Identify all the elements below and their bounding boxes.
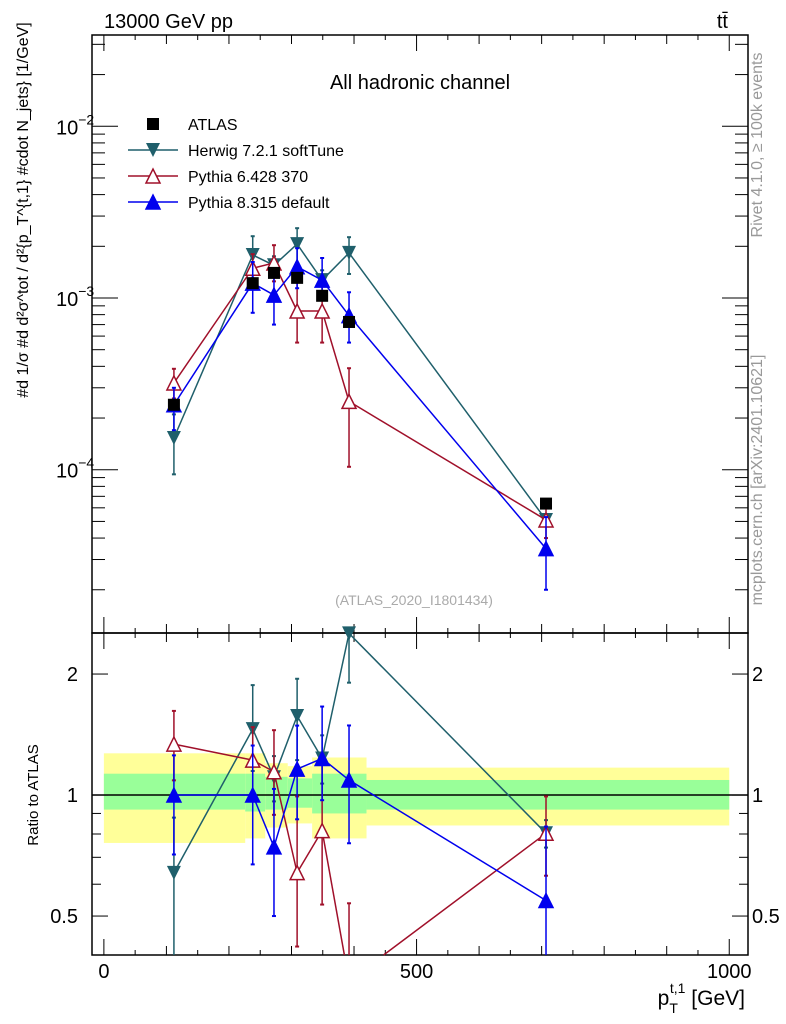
legend-item: Pythia 6.428 370 <box>128 167 308 186</box>
ratio-tick-label-right: 1 <box>752 785 763 807</box>
ratio-series-line <box>252 794 275 848</box>
ratio-series-line <box>173 743 253 761</box>
mcplots-label: mcplots.cern.ch [arXiv:2401.10621] <box>749 355 766 606</box>
x-tick-label: 0 <box>98 961 109 983</box>
data-point <box>288 863 306 881</box>
data-point <box>165 735 183 752</box>
data-point <box>540 497 553 510</box>
data-point <box>167 398 180 411</box>
ratio-tick-label-right: 2 <box>752 664 763 686</box>
data-point <box>342 245 357 260</box>
data-point <box>166 431 181 446</box>
legend-marker <box>147 118 159 130</box>
ratio-series-line <box>321 830 346 956</box>
data-point <box>291 271 304 284</box>
data-point <box>313 821 331 839</box>
x-tick-label: 1000 <box>707 961 752 983</box>
legend-marker <box>144 167 162 184</box>
data-point <box>343 315 356 328</box>
data-point <box>165 786 183 803</box>
chart-title: All hadronic channel <box>330 72 510 94</box>
ratio-series-line <box>273 715 298 778</box>
ratio-tick-label: 0.5 <box>50 906 78 928</box>
data-point <box>290 709 305 724</box>
series-line <box>321 310 350 402</box>
ratio-y-axis-label: Ratio to ATLAS <box>25 744 42 845</box>
data-point <box>290 237 305 252</box>
data-point <box>244 786 261 803</box>
header-left: 13000 GeV pp <box>104 11 233 33</box>
legend-label: Herwig 7.2.1 softTune <box>188 143 344 160</box>
ratio-series-line <box>348 779 547 902</box>
series-line <box>173 254 254 439</box>
uncertainty-band-inner <box>265 776 288 810</box>
x-tick-label: 500 <box>400 961 433 983</box>
data-point <box>246 277 259 290</box>
data-point <box>313 749 331 767</box>
data-point <box>313 302 331 319</box>
y-tick-label: 10−2 <box>56 111 94 139</box>
main-marks <box>165 227 555 591</box>
data-point <box>340 392 358 410</box>
data-point <box>316 289 329 302</box>
y-axis-label: #d 1/σ #d d²σ^tot / d²{p_T^{t,1} #cdot N… <box>15 22 32 397</box>
legend-marker <box>146 143 160 157</box>
series-line <box>348 315 547 550</box>
x-axis-label: pTt,1 [GeV] <box>658 980 745 1016</box>
analysis-watermark: (ATLAS_2020_I1801434) <box>335 592 493 608</box>
series-line <box>173 282 254 406</box>
series-line <box>348 400 547 521</box>
data-point <box>265 763 283 780</box>
ratio-series-line <box>348 632 547 834</box>
series-line <box>173 267 254 384</box>
data-point <box>288 258 306 275</box>
legend-item: ATLAS <box>147 117 238 134</box>
data-point <box>265 286 283 303</box>
data-point <box>537 539 555 557</box>
data-point <box>166 865 181 880</box>
ratio-marks <box>165 626 555 956</box>
header-right: tt̄ <box>717 11 729 33</box>
ratio-series-line <box>296 715 323 759</box>
ratio-tick-label-right: 0.5 <box>752 906 780 928</box>
ratio-series-line <box>173 728 254 874</box>
data-point <box>265 838 283 855</box>
ratio-series-line <box>273 771 298 873</box>
y-tick-label: 10−4 <box>56 455 94 483</box>
data-point <box>340 771 358 788</box>
data-point <box>288 302 306 319</box>
legend-label: Pythia 8.315 default <box>188 195 330 212</box>
ratio-tick-label: 1 <box>67 785 78 807</box>
ratio-tick-label: 2 <box>67 664 78 686</box>
y-tick-label: 10−3 <box>56 283 94 311</box>
legend-label: Pythia 6.428 370 <box>188 169 308 186</box>
data-point <box>288 760 306 777</box>
legend-item: Pythia 8.315 default <box>128 193 330 212</box>
data-point <box>537 891 555 909</box>
uncertainty-band-inner <box>287 778 313 808</box>
data-point <box>267 266 280 279</box>
series-line <box>348 252 547 521</box>
ratio-series-line <box>273 768 298 848</box>
legend-label: ATLAS <box>188 117 238 134</box>
data-point <box>313 271 331 288</box>
rivet-version-label: Rivet 4.1.0, ≥ 100k events <box>749 53 766 238</box>
ratio-series-line <box>321 633 350 759</box>
legend-item: Herwig 7.2.1 softTune <box>128 143 344 160</box>
data-point <box>342 626 357 641</box>
uncertainty-band-inner <box>312 773 367 814</box>
ratio-frame <box>91 632 749 956</box>
legend-marker <box>144 193 162 210</box>
ratio-series-line <box>383 832 547 956</box>
